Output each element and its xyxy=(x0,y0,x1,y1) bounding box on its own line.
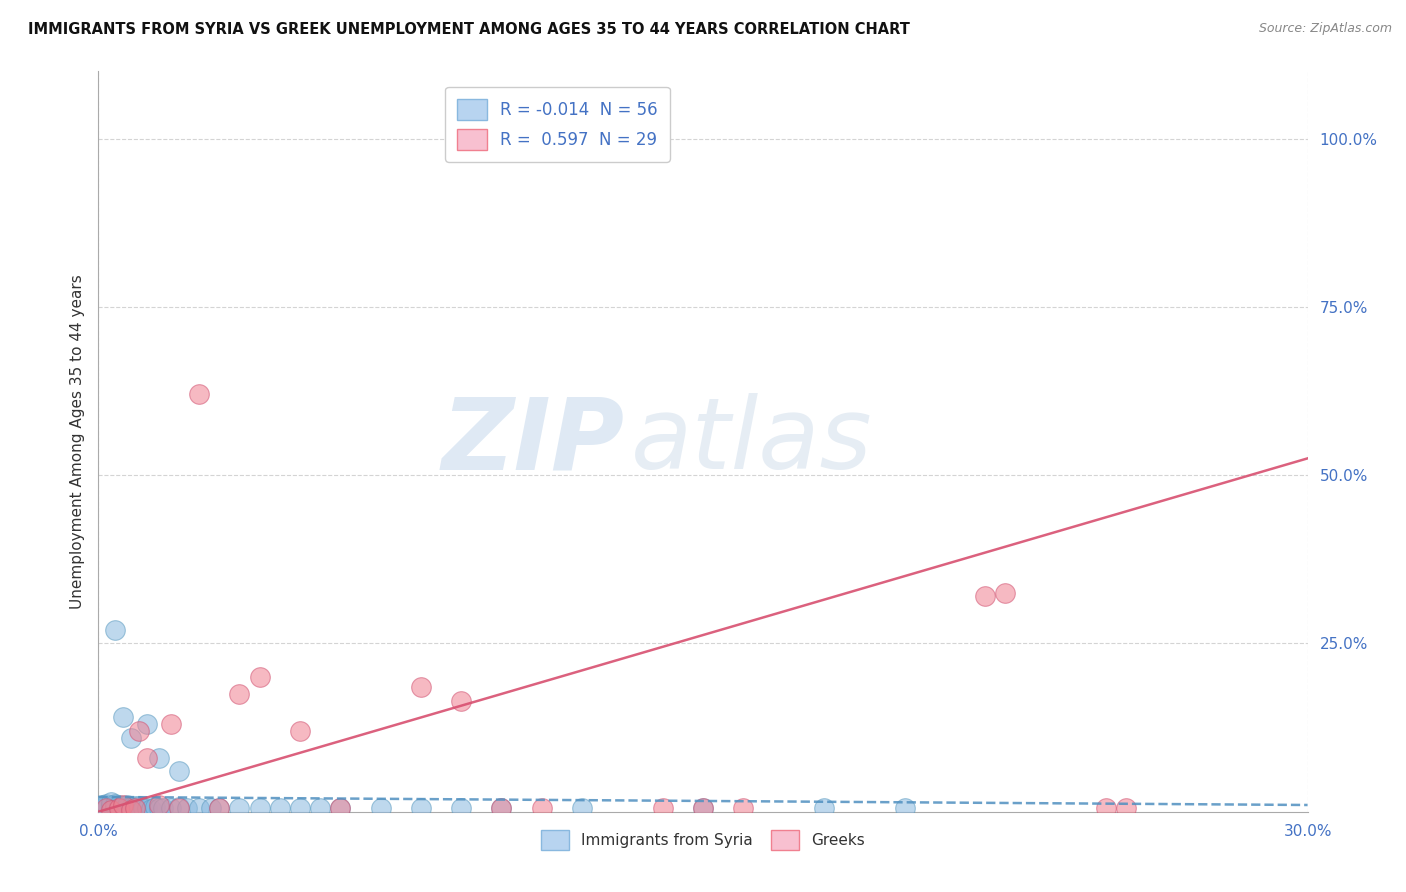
Point xyxy=(530,801,553,815)
Point xyxy=(491,801,513,815)
Point xyxy=(160,801,183,815)
Text: IMMIGRANTS FROM SYRIA VS GREEK UNEMPLOYMENT AMONG AGES 35 TO 44 YEARS CORRELATIO: IMMIGRANTS FROM SYRIA VS GREEK UNEMPLOYM… xyxy=(28,22,910,37)
Point xyxy=(450,694,472,708)
Point xyxy=(692,801,714,815)
Point xyxy=(813,801,835,815)
Point xyxy=(208,801,231,815)
Point xyxy=(571,131,593,145)
Point xyxy=(111,797,134,812)
Point xyxy=(103,623,125,637)
Point xyxy=(329,801,352,815)
Point xyxy=(651,801,673,815)
Point xyxy=(132,801,155,815)
Point xyxy=(733,801,755,815)
Point xyxy=(107,803,129,817)
Point xyxy=(115,797,138,812)
Point xyxy=(167,800,190,814)
Point xyxy=(571,801,593,815)
Point xyxy=(128,723,150,738)
Point xyxy=(96,797,118,811)
Point xyxy=(450,801,472,815)
Point xyxy=(249,670,271,684)
Text: ZIP: ZIP xyxy=(441,393,624,490)
Point xyxy=(409,801,432,815)
Point xyxy=(120,800,142,814)
Point xyxy=(188,387,211,401)
Point xyxy=(148,797,170,812)
Point xyxy=(124,801,146,815)
Point xyxy=(135,751,157,765)
Point xyxy=(100,803,122,817)
Point xyxy=(111,801,134,815)
Point xyxy=(135,717,157,731)
Point xyxy=(120,802,142,816)
Point xyxy=(148,801,170,815)
Point xyxy=(111,799,134,814)
Point xyxy=(107,801,129,815)
Text: atlas: atlas xyxy=(630,393,872,490)
Point xyxy=(139,802,162,816)
Point xyxy=(167,801,190,815)
Point xyxy=(96,803,118,817)
Point xyxy=(111,710,134,724)
Point xyxy=(107,800,129,814)
Point xyxy=(160,717,183,731)
Point xyxy=(120,731,142,745)
Point xyxy=(200,801,222,815)
Point xyxy=(100,797,122,812)
Point xyxy=(188,800,211,814)
Y-axis label: Unemployment Among Ages 35 to 44 years: Unemployment Among Ages 35 to 44 years xyxy=(69,274,84,609)
Point xyxy=(309,801,332,815)
Point xyxy=(1115,801,1137,815)
Point xyxy=(128,802,150,816)
Point xyxy=(329,801,352,815)
Point xyxy=(228,687,250,701)
Point xyxy=(103,802,125,816)
Point xyxy=(176,801,198,815)
Point xyxy=(100,795,122,809)
Point xyxy=(124,801,146,815)
Text: Source: ZipAtlas.com: Source: ZipAtlas.com xyxy=(1258,22,1392,36)
Point xyxy=(409,680,432,694)
Point xyxy=(893,801,915,815)
Point xyxy=(994,586,1017,600)
Point xyxy=(269,801,291,815)
Point xyxy=(148,751,170,765)
Point xyxy=(115,801,138,815)
Point xyxy=(288,800,311,814)
Point xyxy=(124,798,146,813)
Point xyxy=(167,764,190,779)
Point xyxy=(107,797,129,812)
Legend: Immigrants from Syria, Greeks: Immigrants from Syria, Greeks xyxy=(536,824,870,856)
Point xyxy=(100,801,122,815)
Point xyxy=(91,797,114,812)
Point xyxy=(1095,801,1118,815)
Point xyxy=(974,590,997,604)
Point xyxy=(288,723,311,738)
Point xyxy=(249,800,271,814)
Point xyxy=(692,801,714,815)
Point xyxy=(135,800,157,814)
Point xyxy=(91,801,114,815)
Point xyxy=(228,801,250,815)
Point xyxy=(491,801,513,815)
Point xyxy=(96,801,118,815)
Point xyxy=(120,803,142,817)
Point xyxy=(370,801,392,815)
Point xyxy=(103,797,125,811)
Point xyxy=(208,800,231,814)
Point xyxy=(128,799,150,814)
Point xyxy=(96,799,118,814)
Point xyxy=(152,800,174,814)
Point xyxy=(143,800,166,814)
Point xyxy=(103,799,125,814)
